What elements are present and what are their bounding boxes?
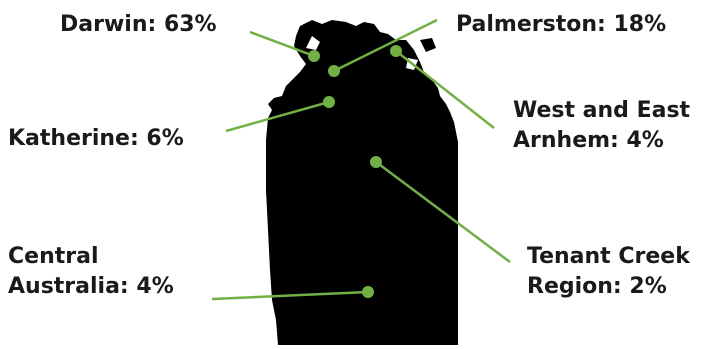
label-central-australia-line-2: Australia: 4% [8,274,174,299]
label-darwin: Darwin: 63% [60,10,217,40]
marker-darwin [308,50,320,62]
territory-shape [266,20,458,345]
leader-line-darwin [249,30,315,58]
marker-west-east-arnhem [390,45,402,57]
label-katherine: Katherine: 6% [8,124,184,154]
leader-line-katherine [225,100,330,133]
label-west-east-arnhem: West and East Arnhem: 4% [513,96,690,156]
marker-palmerston [328,65,340,77]
coast-cutout [306,36,320,50]
label-tenant-creek-region: Tenant Creek Region: 2% [527,242,690,302]
label-tenant-creek-region-line-1: Tenant Creek [527,244,690,269]
label-palmerston: Palmerston: 18% [456,10,666,40]
label-katherine-line: Katherine: 6% [8,126,184,151]
leader-line-tenant-creek [375,160,511,264]
label-central-australia: Central Australia: 4% [8,242,174,302]
leader-line-palmerston [333,18,438,73]
leader-line-west-east-arnhem [395,50,495,129]
marker-tenant-creek [370,156,382,168]
label-darwin-line: Darwin: 63% [60,12,217,37]
leader-line-central-australia [211,290,369,301]
label-central-australia-line-1: Central [8,244,99,269]
coast-island [420,38,436,52]
marker-central-australia [362,286,374,298]
label-west-east-arnhem-line-1: West and East [513,98,691,123]
label-west-east-arnhem-line-2: Arnhem: 4% [513,128,664,153]
label-palmerston-line: Palmerston: 18% [456,12,667,37]
label-tenant-creek-region-line-2: Region: 2% [527,274,667,299]
marker-katherine [323,96,335,108]
